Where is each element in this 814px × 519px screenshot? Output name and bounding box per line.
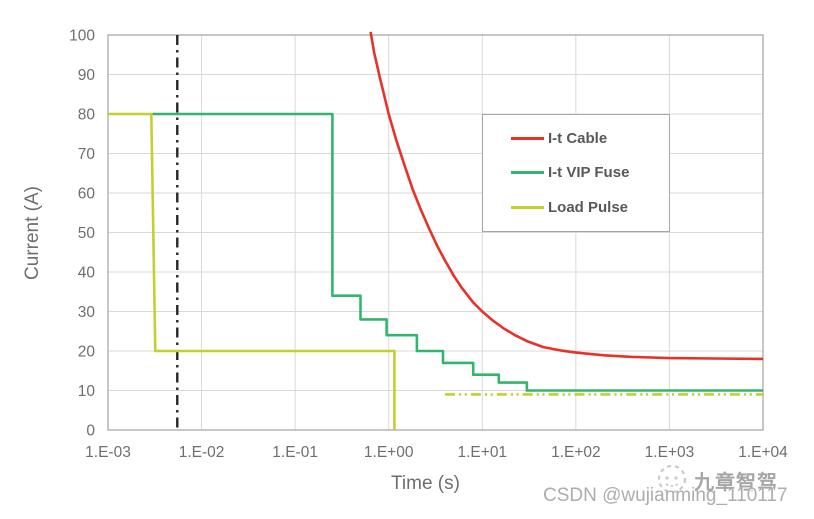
x-tick-label: 1.E-02 bbox=[179, 444, 225, 461]
legend-label-it-vip-fuse: I-t VIP Fuse bbox=[548, 164, 630, 182]
series-i-t-vip-fuse bbox=[152, 112, 763, 392]
x-tick-label: 1.E+04 bbox=[738, 444, 788, 461]
legend-item-it-cable: I-t Cable bbox=[511, 130, 669, 147]
y-tick-label: 70 bbox=[78, 146, 96, 163]
legend-box: I-t Cable I-t VIP Fuse Load Pulse bbox=[482, 114, 670, 232]
y-tick-label: 0 bbox=[86, 423, 95, 440]
legend-item-load-pulse: Load Pulse bbox=[511, 199, 669, 216]
x-tick-label: 1.E-03 bbox=[85, 444, 131, 461]
y-tick-label: 40 bbox=[78, 265, 96, 282]
it-cable-line-swatch bbox=[511, 136, 544, 140]
csdn-watermark: CSDN @wujianming_110117 bbox=[543, 485, 788, 506]
y-tick-label: 50 bbox=[78, 225, 96, 242]
plot-border bbox=[107, 34, 764, 431]
brand-logo-icon bbox=[657, 464, 687, 494]
y-tick-label: 60 bbox=[78, 186, 96, 203]
load-pulse-line-swatch bbox=[511, 206, 544, 210]
brand-logo-text: 九章智驾 bbox=[694, 472, 778, 494]
x-tick-label: 1.E+00 bbox=[364, 444, 414, 461]
y-tick-label: 20 bbox=[78, 344, 96, 361]
y-axis-title: Current (A) bbox=[22, 186, 43, 280]
x-tick-label: 1.E+01 bbox=[458, 444, 508, 461]
x-axis-title: Time (s) bbox=[391, 473, 460, 494]
legend-label-load-pulse: Load Pulse bbox=[548, 199, 629, 217]
it-vip-fuse-line-swatch bbox=[511, 171, 544, 175]
series-load-pulse bbox=[108, 112, 396, 430]
legend-item-it-vip-fuse: I-t VIP Fuse bbox=[511, 164, 669, 181]
y-tick-label: 90 bbox=[78, 67, 96, 84]
y-tick-label: 80 bbox=[78, 107, 96, 124]
x-tick-label: 1.E+02 bbox=[551, 444, 601, 461]
x-tick-label: 1.E+03 bbox=[645, 444, 695, 461]
x-tick-label: 1.E-01 bbox=[272, 444, 318, 461]
legend-label-it-cable: I-t Cable bbox=[548, 129, 608, 147]
series-i-t-cable bbox=[369, 31, 764, 361]
y-tick-label: 30 bbox=[78, 304, 96, 321]
y-tick-label: 100 bbox=[69, 28, 95, 45]
y-tick-label: 10 bbox=[78, 383, 96, 400]
